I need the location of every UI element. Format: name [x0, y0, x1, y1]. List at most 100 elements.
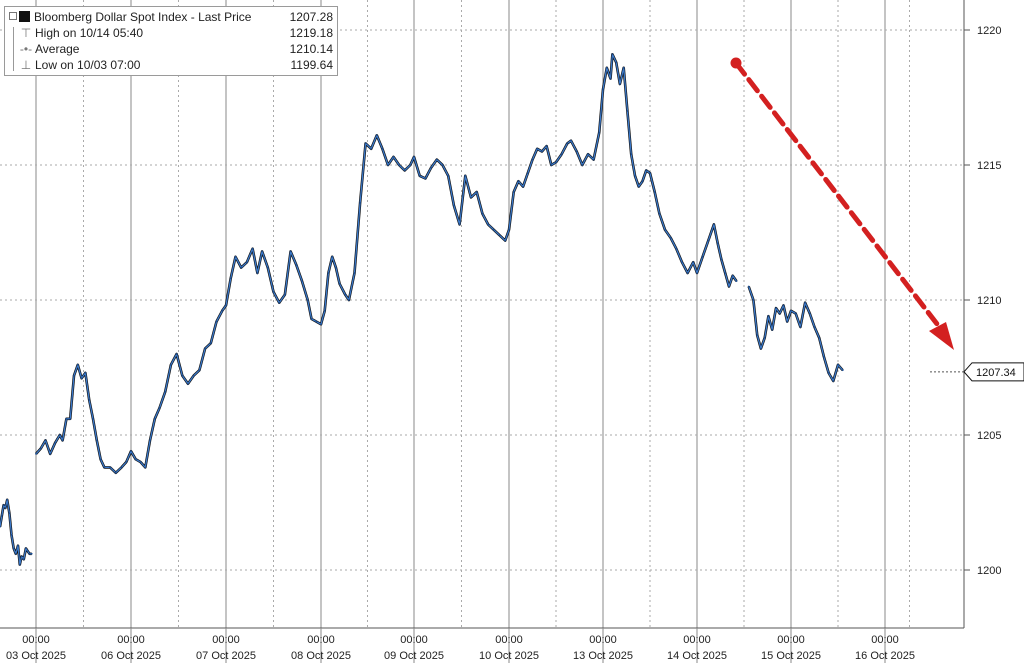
data-point	[170, 363, 172, 366]
x-tick-date-label: 09 Oct 2025	[384, 650, 444, 662]
data-point	[720, 258, 723, 261]
data-point	[370, 147, 373, 150]
data-point	[306, 299, 309, 301]
data-point	[149, 439, 151, 442]
data-point	[504, 239, 507, 242]
data-point	[611, 53, 614, 56]
data-point	[716, 242, 719, 245]
data-point	[301, 280, 303, 282]
data-point	[760, 347, 762, 350]
average-marker-icon: -•-	[19, 42, 33, 56]
collapse-box-icon[interactable]	[9, 12, 17, 20]
trend-arrow-start-dot	[730, 57, 742, 69]
legend-value-last-price: 1207.28	[289, 10, 333, 24]
data-point	[353, 272, 356, 274]
data-point	[526, 172, 529, 175]
legend: Bloomberg Dollar Spot Index - Last Price…	[4, 6, 338, 76]
data-point	[813, 326, 816, 328]
data-point	[26, 550, 29, 552]
series-line	[748, 286, 844, 382]
data-point	[18, 563, 21, 566]
data-point	[418, 174, 421, 177]
data-point	[158, 407, 161, 409]
data-point	[713, 223, 715, 226]
data-point	[545, 145, 548, 148]
data-point	[35, 453, 37, 455]
data-point	[609, 77, 612, 80]
data-point	[240, 266, 243, 269]
data-point	[69, 417, 72, 420]
y-tick-label: 1215	[977, 160, 1001, 172]
x-tick-time-label: 00:00	[683, 634, 711, 646]
x-tick-time-label: 00:00	[777, 634, 805, 646]
data-point	[441, 164, 444, 166]
data-point	[458, 223, 461, 226]
x-tick-date-label: 16 Oct 2025	[855, 650, 915, 662]
data-point	[701, 255, 704, 258]
data-point	[767, 315, 770, 318]
legend-label-high: High on 10/14 05:40	[35, 26, 144, 40]
series-line	[35, 53, 738, 474]
data-point	[114, 471, 117, 474]
data-point	[323, 309, 326, 312]
data-point	[487, 223, 489, 226]
legend-label-low: Low on 10/03 07:00	[35, 58, 141, 72]
data-point	[696, 272, 698, 274]
data-point	[181, 374, 184, 377]
data-point	[664, 228, 666, 231]
data-point	[531, 158, 534, 161]
data-point	[837, 363, 839, 366]
data-point	[120, 466, 123, 469]
x-tick-date-label: 10 Oct 2025	[479, 650, 539, 662]
trend-arrow-annotation	[730, 57, 954, 350]
data-point	[76, 363, 79, 366]
data-point	[782, 304, 785, 307]
data-point	[198, 369, 201, 372]
data-point	[229, 277, 232, 280]
legend-row-last-price: Bloomberg Dollar Spot Index - Last Price…	[9, 9, 333, 25]
data-point	[637, 185, 640, 188]
data-point	[550, 164, 553, 166]
series-line-shadow	[35, 53, 738, 475]
data-point	[804, 301, 806, 304]
data-point	[409, 164, 412, 166]
data-point	[335, 266, 337, 269]
data-point	[331, 255, 334, 258]
data-point	[364, 142, 367, 145]
low-marker-icon: ⊥	[20, 58, 32, 72]
data-point	[20, 555, 23, 558]
data-point	[187, 382, 189, 385]
last-price-tag	[963, 362, 1024, 382]
data-point	[512, 191, 515, 193]
data-point	[536, 147, 539, 150]
data-point	[581, 164, 584, 166]
data-point	[832, 380, 835, 382]
data-point	[669, 237, 672, 239]
data-point	[289, 250, 292, 253]
data-point	[338, 282, 341, 285]
legend-row-high: ⊤ High on 10/14 05:40 1219.18	[9, 25, 333, 41]
data-point	[392, 156, 395, 158]
legend-label-last-price: Bloomberg Dollar Spot Index - Last Price	[34, 10, 252, 24]
data-point	[735, 280, 738, 282]
high-marker-icon: ⊤	[20, 26, 32, 40]
x-tick-time-label: 00:00	[495, 634, 523, 646]
data-point	[88, 399, 91, 401]
x-tick-date-label: 06 Oct 2025	[101, 650, 161, 662]
data-point	[58, 434, 61, 436]
data-point	[598, 131, 601, 134]
data-point	[626, 110, 629, 112]
data-point	[99, 458, 102, 461]
data-point	[261, 250, 263, 253]
data-point	[92, 417, 94, 420]
data-point	[103, 466, 106, 469]
data-point	[823, 355, 825, 358]
data-point	[619, 83, 621, 85]
black-square-icon	[19, 11, 30, 22]
data-point	[464, 174, 467, 177]
data-point	[692, 261, 695, 264]
y-tick-label: 1205	[977, 430, 1001, 442]
data-point	[22, 558, 25, 561]
data-point	[234, 255, 237, 258]
data-point	[827, 372, 830, 374]
